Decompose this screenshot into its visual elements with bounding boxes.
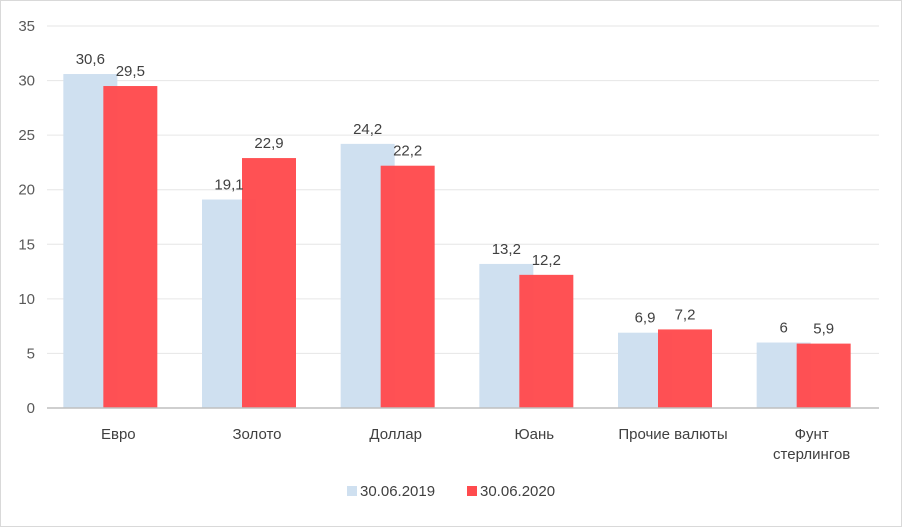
y-tick-label: 25 — [18, 127, 35, 144]
y-tick-label: 20 — [18, 182, 35, 199]
data-label: 6,9 — [635, 310, 656, 327]
bar-2020 — [519, 274, 574, 408]
category-label: Юань — [515, 426, 555, 443]
category-label: Прочие валюты — [618, 426, 727, 443]
gridlines — [47, 25, 879, 354]
data-label: 13,2 — [492, 241, 521, 258]
legend-swatch — [347, 486, 357, 496]
y-tick-label: 30 — [18, 73, 35, 90]
bar-2020 — [103, 86, 158, 409]
bar-2020 — [242, 158, 296, 408]
legend-label: 30.06.2019 — [360, 483, 435, 500]
data-label: 24,2 — [353, 121, 382, 138]
category-label: стерлингов — [773, 446, 850, 463]
category-label: Фунт — [795, 426, 829, 443]
bar-2020 — [796, 343, 851, 408]
data-label: 12,2 — [532, 252, 561, 269]
data-label: 5,9 — [813, 321, 834, 338]
axes: 0 5 10 15 20 25 30 35 Евро Золото Доллар Юань Прочие… — [18, 18, 879, 463]
data-label: 22,2 — [393, 143, 422, 160]
legend-swatch — [467, 486, 477, 496]
y-tick-label: 10 — [18, 291, 35, 308]
data-label: 7,2 — [675, 306, 696, 323]
y-tick-label: 35 — [18, 18, 35, 35]
bar-2020 — [380, 165, 435, 408]
legend: 30.06.2019 30.06.2020 — [347, 483, 555, 500]
data-label: 30,6 — [76, 51, 105, 68]
category-label: Золото — [232, 426, 281, 443]
bar-2020 — [658, 329, 712, 408]
data-label: 6 — [779, 320, 787, 337]
data-label: 29,5 — [116, 63, 145, 80]
bars — [63, 74, 851, 409]
data-label: 19,1 — [214, 177, 243, 194]
y-tick-label: 15 — [18, 236, 35, 253]
category-label: Евро — [101, 426, 136, 443]
data-labels: 30,6 29,5 19,1 22,9 24,2 22,2 13,2 12,2 6,9 7,2 6 5… — [76, 51, 834, 338]
y-tick-label: 5 — [27, 345, 35, 362]
data-label: 22,9 — [254, 135, 283, 152]
legend-label: 30.06.2020 — [480, 483, 555, 500]
y-tick-label: 0 — [27, 400, 35, 417]
category-label: Доллар — [369, 426, 422, 443]
